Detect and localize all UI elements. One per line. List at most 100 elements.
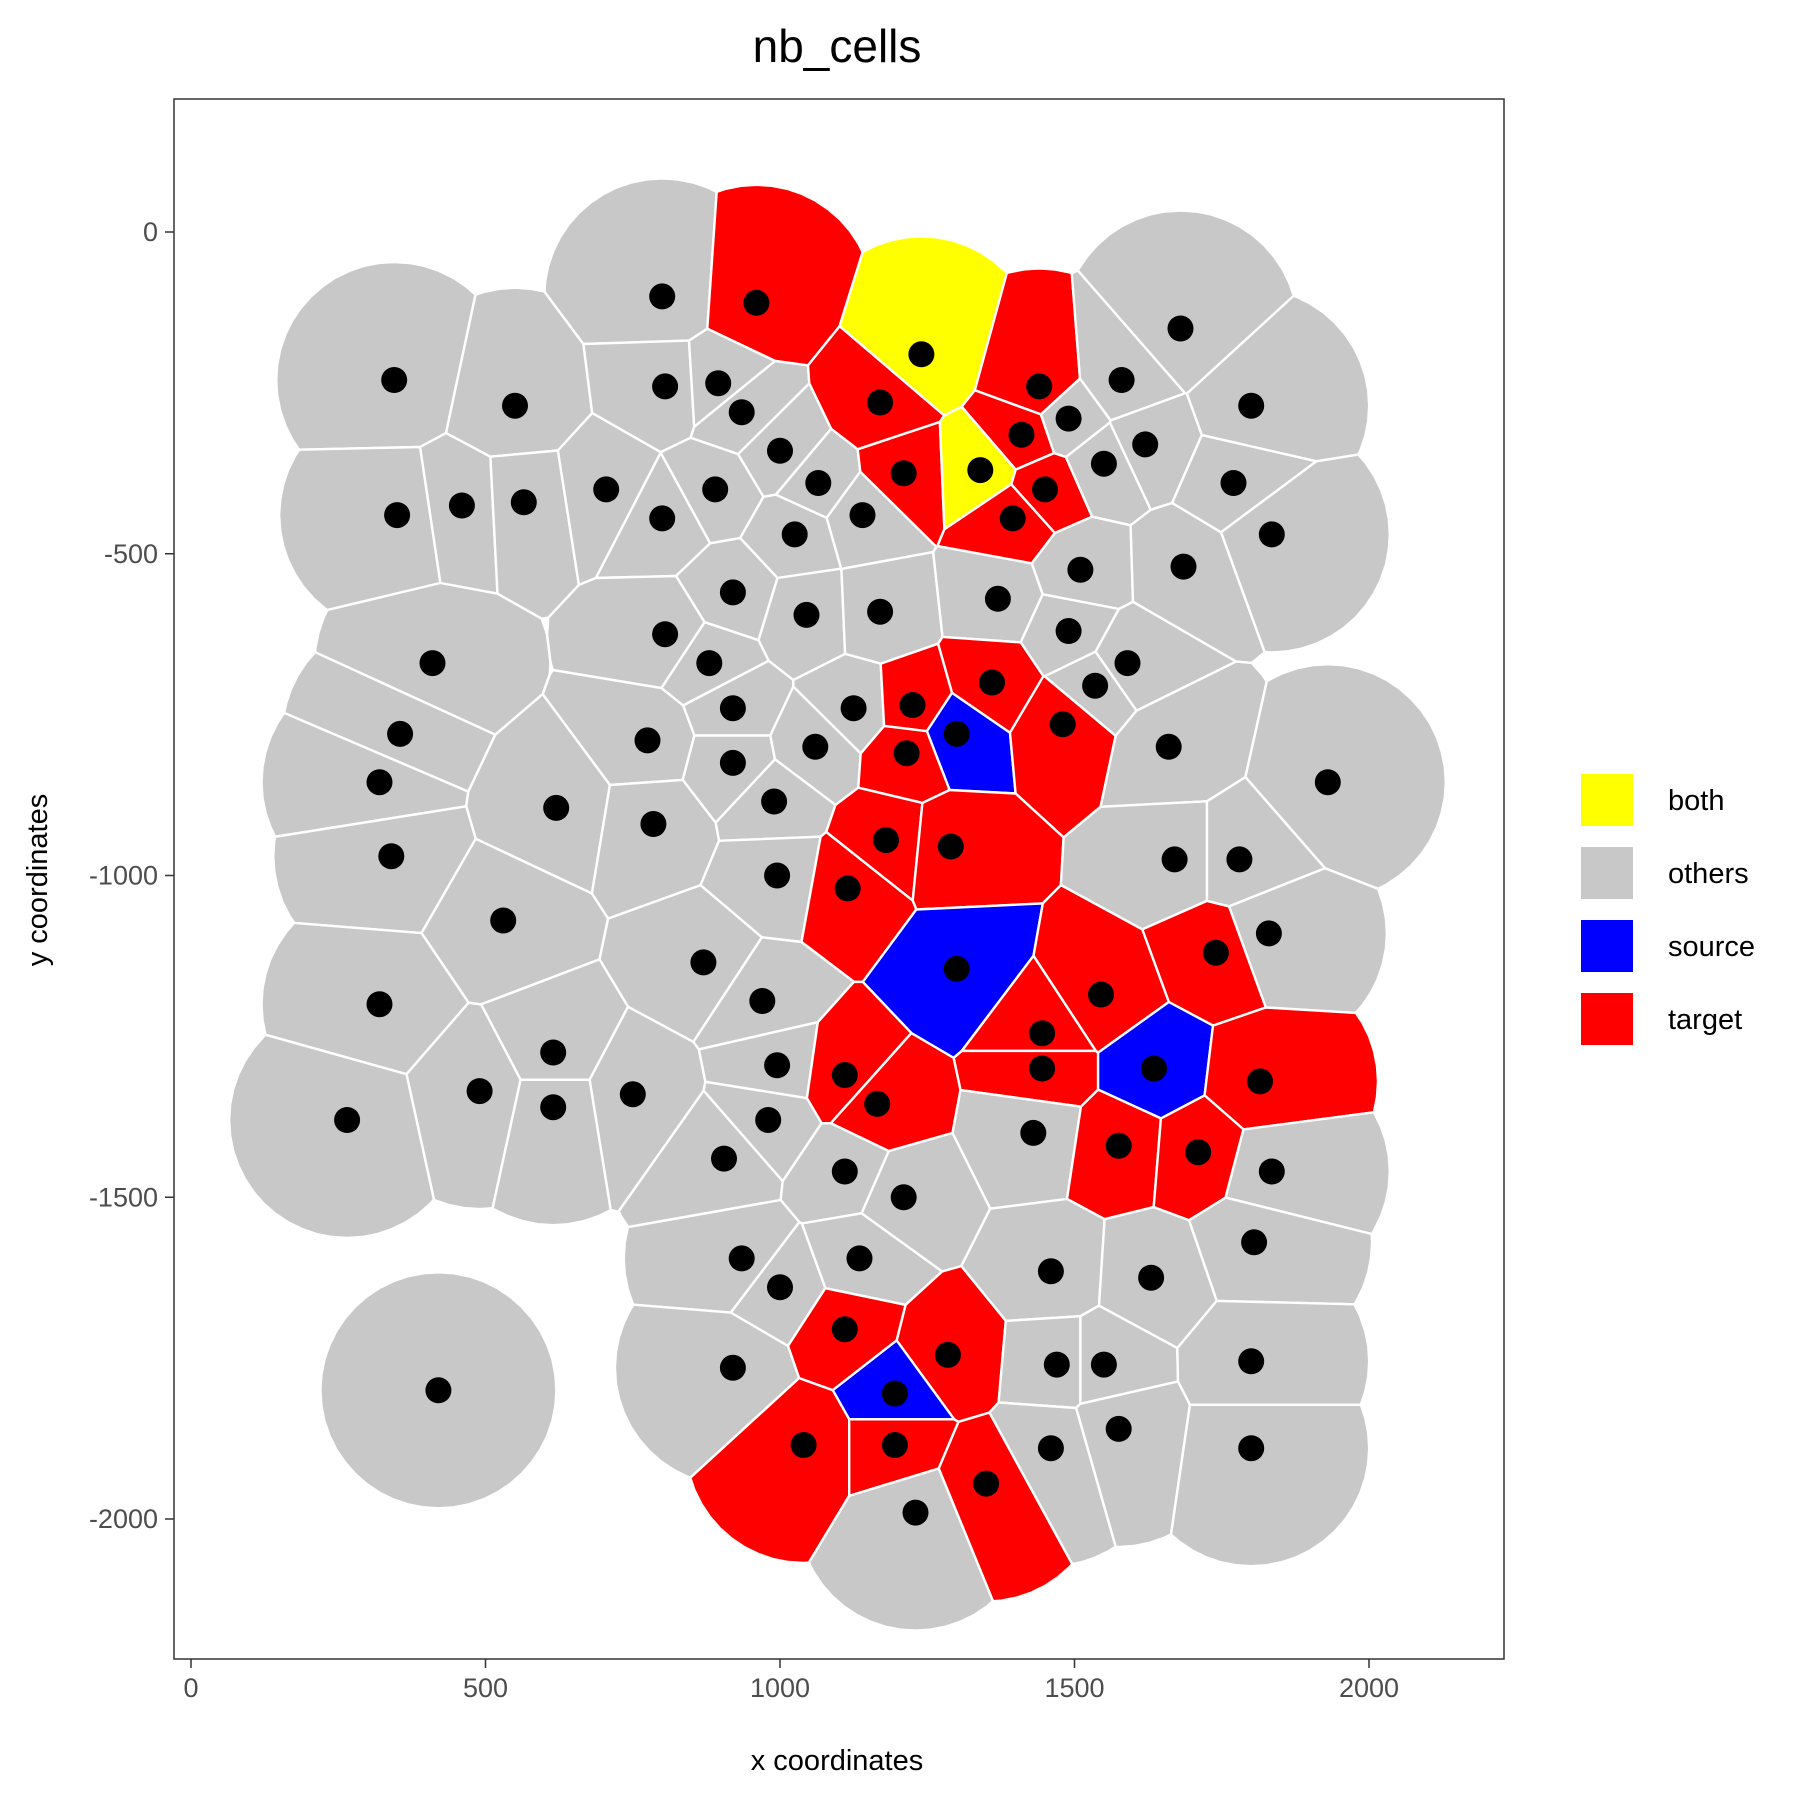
x-tick-label: 2000	[1339, 1673, 1399, 1703]
cell-point	[967, 457, 994, 484]
cell-point	[1029, 1055, 1056, 1082]
cell-point	[973, 1470, 1000, 1497]
cell-point	[502, 392, 528, 419]
cell-point	[902, 1499, 929, 1526]
legend-label-target: target	[1668, 1004, 1742, 1036]
legend-label-both: both	[1668, 785, 1724, 817]
cell-point	[1238, 1435, 1265, 1462]
legend-key-both	[1581, 774, 1633, 826]
cell-point	[1258, 521, 1285, 548]
cell-point	[384, 502, 411, 529]
cell-point	[1067, 556, 1094, 583]
cell-point	[540, 1094, 567, 1121]
cell-others	[543, 177, 718, 346]
cell-point	[1170, 553, 1197, 580]
cell-point	[873, 827, 899, 854]
cell-point	[1043, 1351, 1070, 1378]
legend-label-others: others	[1668, 858, 1749, 890]
cell-point	[1008, 421, 1035, 448]
cell-point	[834, 875, 861, 902]
cell-point	[749, 988, 776, 1014]
cell-others	[807, 1467, 995, 1632]
x-tick-label: 1000	[750, 1673, 810, 1703]
cell-point	[793, 601, 820, 628]
cell-others	[1176, 1299, 1371, 1407]
cell-point	[652, 621, 679, 648]
cell-point	[1088, 981, 1114, 1008]
cell-point	[943, 720, 970, 747]
y-axis-label: y coordinates	[22, 794, 54, 967]
cell-point	[425, 1377, 452, 1404]
cell-point	[419, 650, 446, 677]
cell-point	[979, 669, 1005, 696]
cell-point	[1114, 650, 1141, 677]
cell-point	[1155, 733, 1182, 760]
cell-point	[728, 1245, 755, 1272]
cell-others	[1224, 1111, 1392, 1236]
cell-point	[1202, 939, 1229, 966]
cell-point	[943, 955, 970, 982]
cell-point	[1082, 672, 1109, 699]
cell-point	[696, 650, 723, 677]
cell-point	[719, 579, 746, 606]
cell-point	[634, 727, 661, 754]
cell-point	[767, 1274, 793, 1301]
cell-others	[613, 1303, 801, 1479]
cell-point	[802, 733, 829, 760]
cell-point	[1108, 367, 1135, 393]
cell-point	[840, 695, 867, 722]
cell-others	[227, 1033, 436, 1240]
y-axis: 0 -500 -1000 -1500 -2000	[89, 217, 174, 1534]
cell-point	[728, 399, 755, 426]
cell-point	[1029, 1020, 1056, 1047]
legend-label-source: source	[1668, 931, 1755, 963]
cell-point	[1132, 431, 1159, 458]
cell-target	[937, 1411, 1074, 1603]
cell-point	[466, 1078, 493, 1105]
cell-point	[619, 1081, 646, 1108]
cell-point	[1314, 769, 1341, 796]
chart-title: nb_cells	[753, 20, 922, 72]
cell-others	[1129, 501, 1266, 665]
cell-point	[543, 794, 570, 821]
cell-point	[1185, 1139, 1212, 1166]
cell-point	[1090, 1351, 1117, 1378]
y-tick-label: -2000	[89, 1504, 158, 1534]
cell-point	[984, 585, 1011, 612]
cell-point	[540, 1039, 567, 1066]
cell-point	[334, 1107, 361, 1133]
cell-others	[1169, 1403, 1371, 1568]
cell-point	[1037, 1435, 1064, 1462]
cell-point	[1258, 1158, 1285, 1185]
cell-point	[448, 492, 475, 519]
cell-others	[1076, 209, 1296, 395]
cell-point	[1255, 920, 1282, 947]
cell-point	[1241, 1229, 1268, 1256]
y-tick-label: 0	[143, 217, 158, 247]
cell-others	[283, 651, 497, 793]
cell-target	[689, 1376, 851, 1565]
cell-point	[1226, 846, 1253, 873]
cell-point	[490, 907, 517, 934]
y-tick-label: -1500	[89, 1182, 158, 1212]
legend-key-source	[1581, 920, 1633, 972]
cell-point	[649, 505, 676, 532]
cell-others	[277, 445, 442, 612]
cell-point	[1167, 315, 1194, 342]
cell-point	[719, 749, 746, 776]
cell-point	[743, 289, 770, 316]
legend-key-target	[1581, 993, 1633, 1045]
cell-point	[387, 720, 414, 747]
cell-point	[649, 283, 676, 310]
cell-point	[1037, 1258, 1064, 1285]
cell-others	[1185, 294, 1371, 463]
x-axis: 0 500 1000 1500 2000	[183, 1659, 1399, 1703]
cell-target	[1203, 1006, 1380, 1131]
cell-point	[702, 476, 729, 503]
cell-point	[719, 1354, 746, 1381]
cell-point	[690, 949, 717, 976]
cell-point	[755, 1107, 782, 1133]
cell-point	[378, 843, 405, 870]
cell-point	[805, 470, 832, 496]
